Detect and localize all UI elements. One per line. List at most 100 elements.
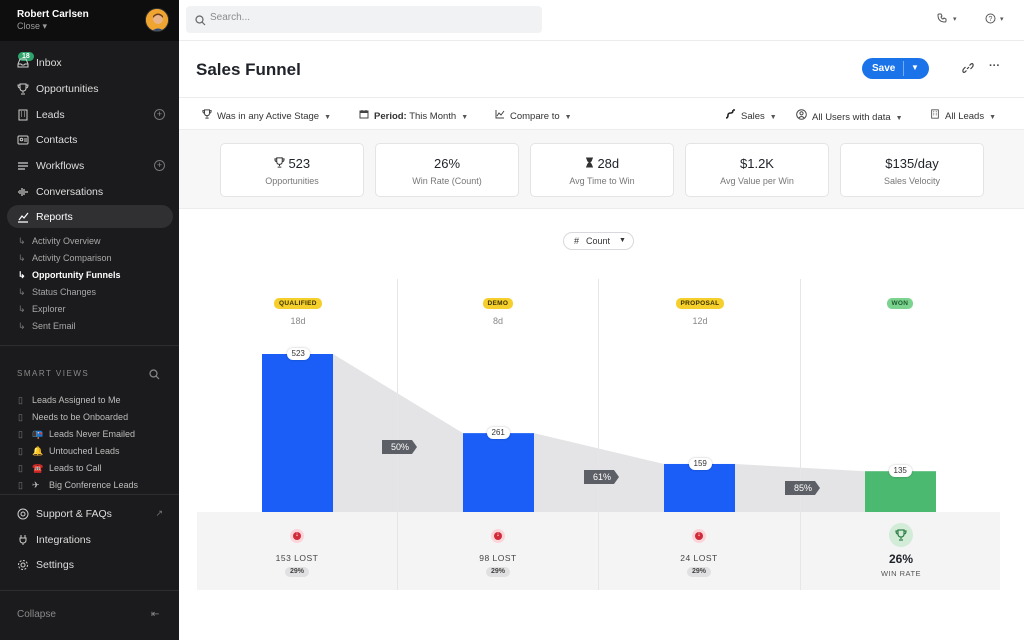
sidebar-item-workflows[interactable]: Workflows + bbox=[7, 154, 173, 177]
funnel-bar-won[interactable] bbox=[865, 471, 936, 512]
subnav-activity-overview[interactable]: ↳ Activity Overview bbox=[18, 236, 101, 247]
stage-tag: PROPOSAL bbox=[675, 298, 725, 309]
chevron-down-icon[interactable]: ▾ bbox=[1000, 16, 1004, 23]
stat-win-rate: 26% Win Rate (Count) bbox=[375, 143, 519, 197]
airplane-icon: ✈ bbox=[32, 480, 40, 490]
sidebar-item-inbox[interactable]: Inbox bbox=[7, 51, 173, 74]
add-lead-icon[interactable]: + bbox=[154, 109, 165, 120]
smart-view-item[interactable]: ▯ ✈ Big Conference Leads bbox=[18, 480, 138, 491]
avatar[interactable] bbox=[145, 8, 169, 32]
subnav-label: Explorer bbox=[32, 304, 66, 314]
metric-dropdown[interactable]: # Count ▼ bbox=[563, 232, 634, 250]
collapse-arrow-icon[interactable]: ⇤ bbox=[151, 609, 160, 620]
sidebar-item-contacts[interactable]: Contacts bbox=[7, 128, 173, 151]
sidebar-item-opportunities[interactable]: Opportunities bbox=[7, 77, 173, 100]
funnel-bar-demo[interactable] bbox=[463, 433, 534, 512]
inbox-badge: 18 bbox=[18, 52, 34, 61]
sidebar-item-settings[interactable]: Settings bbox=[7, 553, 173, 576]
stat-value: $1.2K bbox=[740, 156, 774, 171]
lost-percent: 29% bbox=[486, 567, 510, 577]
sidebar-item-reports[interactable]: Reports bbox=[7, 205, 173, 228]
stat-sales-velocity: $135/day Sales Velocity bbox=[840, 143, 984, 197]
funnel-bar-proposal[interactable] bbox=[664, 463, 735, 512]
link-icon[interactable] bbox=[962, 62, 974, 77]
search-icon[interactable] bbox=[149, 367, 160, 380]
smart-view-item[interactable]: ▯ 📭 Leads Never Emailed bbox=[18, 429, 135, 440]
smart-view-item[interactable]: ▯ ☎️ Leads to Call bbox=[18, 463, 102, 474]
sidebar-item-integrations[interactable]: Integrations bbox=[7, 528, 173, 551]
funnel-bar-qualified[interactable] bbox=[262, 354, 333, 512]
sidebar-item-leads[interactable]: Leads + bbox=[7, 103, 173, 126]
document-icon: ▯ bbox=[18, 446, 23, 456]
sidebar-divider bbox=[0, 345, 179, 346]
stat-value-row: 28d bbox=[531, 156, 673, 171]
lost-down-icon: ↓ bbox=[290, 529, 304, 543]
stage-filter[interactable]: Was in any Active Stage ▼ bbox=[202, 109, 331, 122]
sidebar-item-conversations[interactable]: Conversations bbox=[7, 180, 173, 203]
funnel-chart bbox=[262, 354, 936, 512]
subnav-sent-email[interactable]: ↳ Sent Email bbox=[18, 321, 76, 332]
sidebar-item-label: Settings bbox=[36, 559, 74, 571]
period-label: Period: bbox=[374, 111, 407, 122]
lost-down-icon: ↓ bbox=[491, 529, 505, 543]
smart-view-item[interactable]: ▯ Leads Assigned to Me bbox=[18, 395, 121, 406]
subnav-status-changes[interactable]: ↳ Status Changes bbox=[18, 287, 96, 298]
stage-divider bbox=[397, 279, 398, 590]
sidebar-item-support[interactable]: Support & FAQs ↗ bbox=[7, 502, 173, 525]
return-arrow-icon: ↳ bbox=[18, 270, 26, 280]
stage-tag: WON bbox=[886, 298, 914, 309]
period-filter[interactable]: Period: This Month ▼ bbox=[359, 109, 468, 122]
smart-view-item[interactable]: ▯ 🔔 Untouched Leads bbox=[18, 446, 120, 457]
smart-view-item[interactable]: ▯ Needs to be Onboarded bbox=[18, 412, 128, 423]
sidebar-item-label: Reports bbox=[36, 211, 73, 223]
users-filter[interactable]: All Users with data ▼ bbox=[796, 109, 903, 123]
phone-icon[interactable] bbox=[937, 13, 947, 26]
pipeline-filter[interactable]: Sales ▼ bbox=[725, 109, 777, 122]
filter-bar: Was in any Active Stage ▼ Period: This Mo… bbox=[179, 97, 1024, 130]
stat-label: Win Rate (Count) bbox=[412, 176, 482, 186]
stat-value: 26% bbox=[433, 156, 461, 171]
org-switcher[interactable]: Close ▾ bbox=[17, 21, 48, 31]
add-workflow-icon[interactable]: + bbox=[154, 160, 165, 171]
search-input[interactable] bbox=[210, 12, 530, 23]
user-profile[interactable]: Robert Carlsen Close ▾ bbox=[0, 0, 179, 41]
trophy-icon bbox=[889, 523, 913, 547]
more-options-icon[interactable]: ··· bbox=[989, 60, 1000, 72]
search-bar[interactable] bbox=[186, 6, 542, 33]
conversion-rate-label: 50% bbox=[382, 439, 418, 454]
calendar-icon bbox=[359, 109, 369, 122]
save-label: Save bbox=[872, 63, 896, 74]
subnav-label: Activity Overview bbox=[32, 236, 101, 246]
lost-count: 24 LOST bbox=[680, 553, 718, 563]
period-value: This Month bbox=[409, 111, 457, 122]
document-icon: ▯ bbox=[18, 463, 23, 473]
stat-label: Avg Value per Win bbox=[720, 176, 794, 186]
subnav-label: Activity Comparison bbox=[32, 253, 112, 263]
subnav-opportunity-funnels[interactable]: ↳ Opportunity Funnels bbox=[18, 270, 121, 281]
sidebar: Robert Carlsen Close ▾ 18 Inbox Opportun… bbox=[0, 0, 179, 640]
conversion-rate-value: 85% bbox=[793, 482, 812, 493]
subnav-explorer[interactable]: ↳ Explorer bbox=[18, 304, 66, 315]
return-arrow-icon: ↳ bbox=[18, 304, 26, 314]
user-name: Robert Carlsen bbox=[17, 9, 89, 20]
stage-divider bbox=[598, 279, 599, 590]
user-circle-icon bbox=[796, 109, 807, 123]
leads-filter[interactable]: All Leads ▼ bbox=[930, 109, 996, 122]
hash-icon: # bbox=[574, 236, 580, 246]
help-icon[interactable]: ? bbox=[985, 13, 996, 27]
save-options-chevron-icon[interactable]: ▼ bbox=[911, 63, 919, 72]
stage-divider bbox=[800, 279, 801, 590]
lost-count: 153 LOST bbox=[275, 553, 319, 563]
lost-percent: 29% bbox=[285, 567, 309, 577]
smart-view-label: Leads Assigned to Me bbox=[32, 395, 121, 405]
stat-avg-value-per-win: $1.2K Avg Value per Win bbox=[685, 143, 829, 197]
subnav-activity-comparison[interactable]: ↳ Activity Comparison bbox=[18, 253, 112, 264]
conversion-rate-label: 85% bbox=[785, 480, 821, 495]
top-bar: ▾ ? ▾ bbox=[179, 0, 1024, 41]
stat-value: 28d bbox=[597, 156, 620, 171]
lost-down-icon: ↓ bbox=[692, 529, 706, 543]
compare-filter[interactable]: Compare to ▼ bbox=[495, 109, 572, 122]
chevron-down-icon[interactable]: ▾ bbox=[953, 16, 957, 23]
collapse-sidebar-button[interactable]: Collapse bbox=[17, 609, 56, 620]
save-button[interactable]: Save ▼ bbox=[862, 58, 929, 79]
